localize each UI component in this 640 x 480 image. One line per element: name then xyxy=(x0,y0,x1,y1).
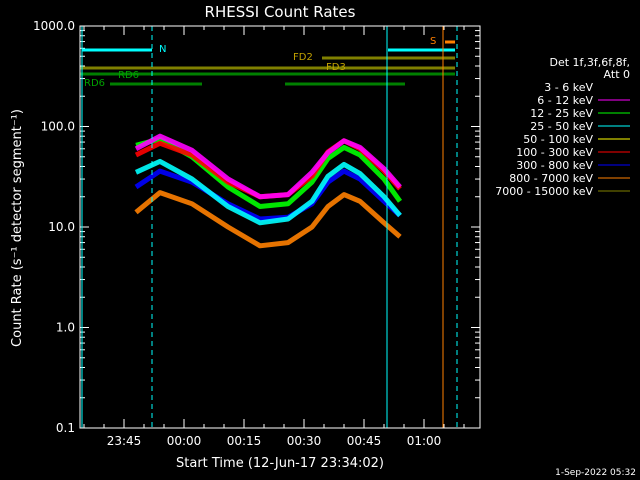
data-series xyxy=(134,133,403,249)
chart-title: RHESSI Count Rates xyxy=(205,3,356,21)
y-tick-label: 100.0 xyxy=(41,120,75,134)
legend-label: 3 - 6 keV xyxy=(544,81,593,94)
series-line-7 xyxy=(134,190,402,249)
x-tick-label: 00:30 xyxy=(287,434,322,448)
rd6-label: RD6 xyxy=(118,70,139,81)
legend-header-line2: Att 0 xyxy=(604,68,630,81)
s-label: S xyxy=(430,36,436,47)
legend-label: 50 - 100 keV xyxy=(523,133,593,146)
x-tick-label: 00:45 xyxy=(347,434,382,448)
legend-header-line1: Det 1f,3f,6f,8f, xyxy=(549,56,630,69)
legend-label: 100 - 300 keV xyxy=(516,146,593,159)
x-tick-label: 01:00 xyxy=(407,434,442,448)
legend-label: 300 - 800 keV xyxy=(516,159,593,172)
legend-label: 12 - 25 keV xyxy=(530,107,593,120)
legend-label: 800 - 7000 keV xyxy=(509,172,593,185)
y-tick-label: 0.1 xyxy=(56,421,75,435)
rd6-label: RD6 xyxy=(84,78,105,89)
date-stamp: 1-Sep-2022 05:32 xyxy=(555,468,636,478)
series-line-1 xyxy=(134,133,402,200)
x-tick-label: 23:45 xyxy=(107,434,142,448)
legend-label: 25 - 50 keV xyxy=(530,120,593,133)
x-tick-label: 00:00 xyxy=(167,434,202,448)
x-axis-label: Start Time (12-Jun-17 23:34:02) xyxy=(176,456,384,471)
y-axis-label: Count Rate (s⁻¹ detector segment⁻¹) xyxy=(10,109,25,347)
fd2-label: FD2 xyxy=(293,52,313,63)
y-tick-label: 1.0 xyxy=(56,321,75,335)
y-axis-ticks: 0.1 1.0 10.0 100.0 1000.0 xyxy=(33,19,480,435)
legend-label: 7000 - 15000 keV xyxy=(495,185,593,198)
series-line-3 xyxy=(134,158,402,226)
fd3-label: FD3 xyxy=(326,62,346,73)
instrument-state-annotations: N FD2 FD3 RD6 RD6 S xyxy=(80,36,455,89)
x-axis-ticks: 23:45 00:00 00:15 00:30 00:45 01:00 xyxy=(83,26,465,448)
plot-frame xyxy=(79,25,481,429)
time-marker-lines xyxy=(81,26,458,428)
y-tick-label: 10.0 xyxy=(48,220,75,234)
x-tick-label: 00:15 xyxy=(227,434,262,448)
y-tick-label: 1000.0 xyxy=(33,19,75,33)
n-label: N xyxy=(159,44,166,55)
legend-label: 6 - 12 keV xyxy=(537,94,593,107)
